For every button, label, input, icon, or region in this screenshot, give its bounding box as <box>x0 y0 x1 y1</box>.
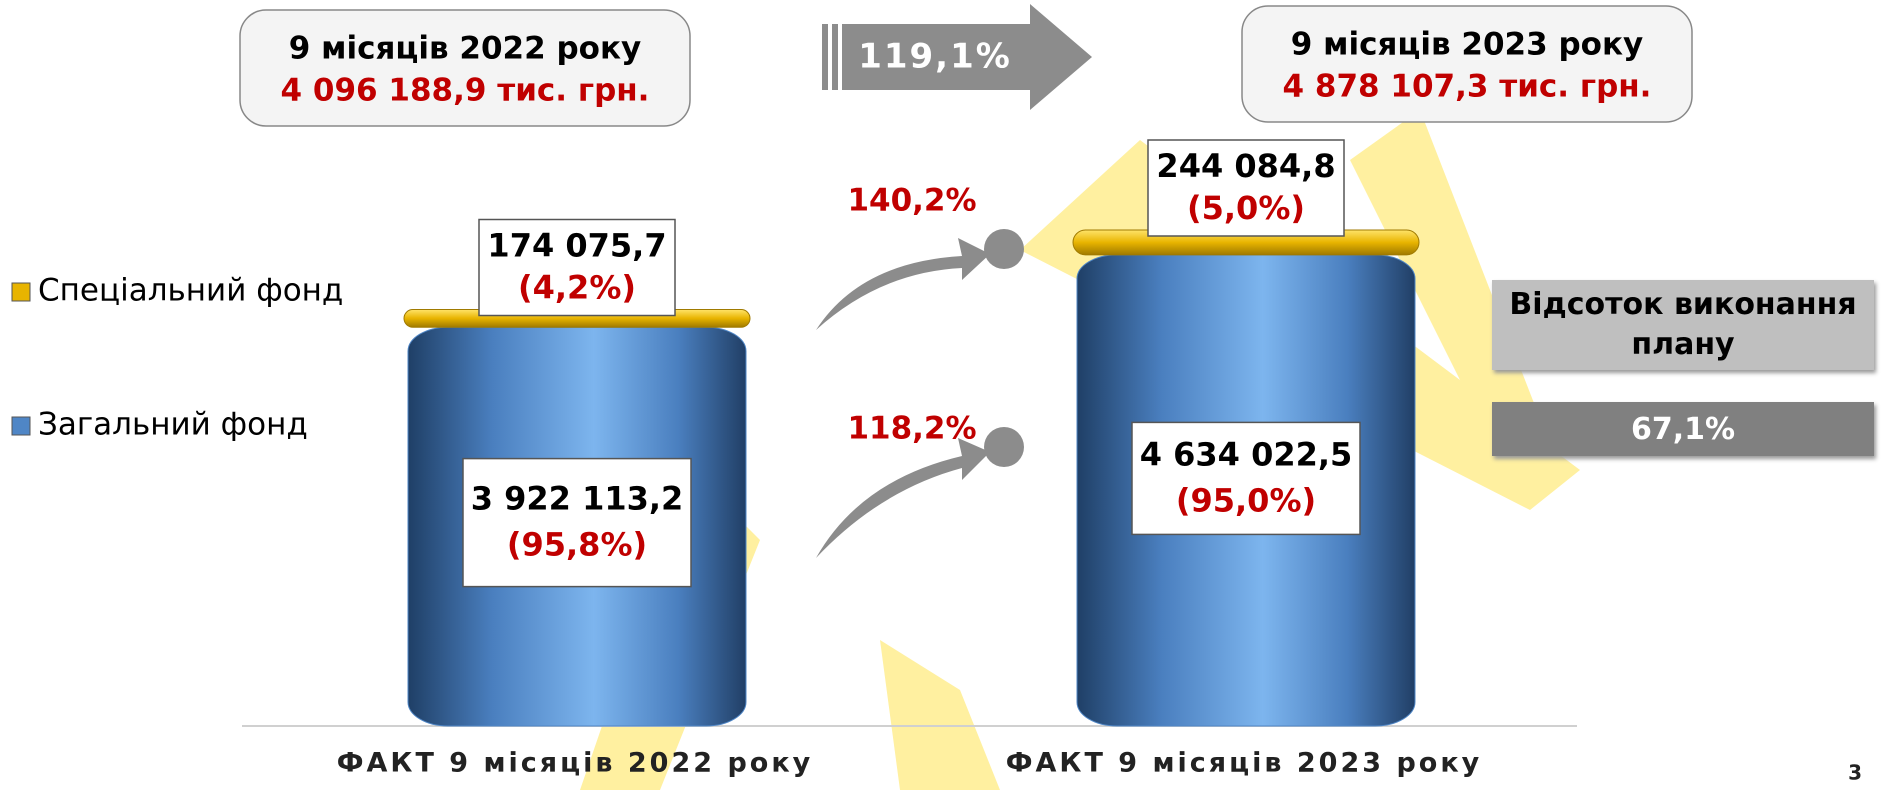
value-box <box>1131 421 1361 536</box>
series-growth: 140,2% <box>847 183 976 219</box>
total-growth: 119,1% <box>858 37 1012 77</box>
share-label: (5,0%) <box>1187 189 1305 227</box>
legend-swatch <box>11 282 31 302</box>
total-label: 4 096 188,9 тис. грн. <box>281 73 650 109</box>
growth-arrow: 119,1% <box>822 4 1092 110</box>
period-label: 9 місяців 2022 року <box>289 31 641 67</box>
value-box <box>462 457 692 588</box>
total-box <box>1241 5 1693 123</box>
share-label: (95,8%) <box>507 526 647 564</box>
legend-label: Загальний фонд <box>38 407 308 443</box>
plan-value: 67,1% <box>1492 402 1874 456</box>
legend-swatch <box>11 416 31 436</box>
series-growth: 118,2% <box>847 411 976 447</box>
total-label: 4 878 107,3 тис. грн. <box>1283 69 1652 105</box>
share-label: (95,0%) <box>1176 481 1316 519</box>
value-label: 174 075,7 <box>487 227 666 265</box>
legend-label: Спеціальний фонд <box>38 273 343 309</box>
x-tick-label: ФАКТ 9 місяців 2022 року <box>337 748 814 779</box>
plan-title: Відсоток виконання плану <box>1492 280 1874 370</box>
curved-arrows <box>816 229 1024 558</box>
page-number: 3 <box>1848 761 1862 785</box>
x-tick-label: ФАКТ 9 місяців 2023 року <box>1006 748 1483 779</box>
value-box <box>478 218 676 317</box>
value-label: 4 634 022,5 <box>1140 435 1353 473</box>
value-label: 244 084,8 <box>1156 147 1335 185</box>
value-label: 3 922 113,2 <box>471 480 684 518</box>
total-box <box>239 9 691 127</box>
value-box <box>1147 139 1345 237</box>
share-label: (4,2%) <box>518 269 636 307</box>
period-label: 9 місяців 2023 року <box>1291 27 1643 63</box>
